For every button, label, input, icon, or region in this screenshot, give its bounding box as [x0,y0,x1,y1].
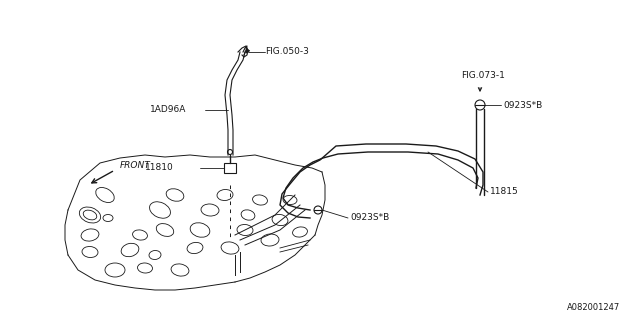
Text: FIG.050-3: FIG.050-3 [265,47,309,57]
Text: 0923S*B: 0923S*B [503,100,542,109]
Text: A082001247: A082001247 [567,303,620,313]
Bar [224,163,236,173]
Text: 11810: 11810 [145,164,173,172]
Text: FIG.073-1: FIG.073-1 [461,70,505,79]
Text: 0923S*B: 0923S*B [350,213,389,222]
Text: 11815: 11815 [490,188,519,196]
Text: 1AD96A: 1AD96A [150,106,186,115]
Text: FRONT: FRONT [120,161,151,170]
